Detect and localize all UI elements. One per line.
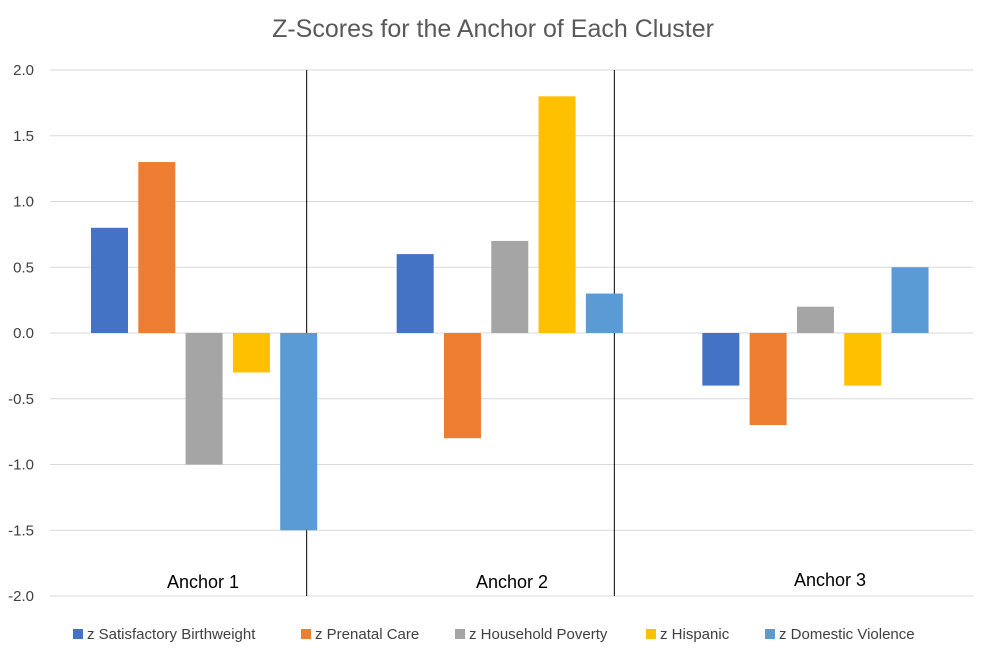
- category-label: Anchor 3: [794, 570, 866, 590]
- y-tick-label: 0.0: [13, 325, 34, 342]
- category-labels: Anchor 1 Anchor 2 Anchor 3: [167, 570, 866, 592]
- bar-z-domestic-violence-anchor-3: [891, 267, 929, 333]
- bar-z-hispanic-anchor-2: [538, 96, 576, 333]
- legend-swatch: [646, 629, 656, 639]
- legend-swatch: [301, 629, 311, 639]
- legend-swatch: [455, 629, 465, 639]
- bar-z-prenatal-care-anchor-1: [138, 162, 176, 333]
- category-label: Anchor 1: [167, 572, 239, 592]
- legend-label: z Household Poverty: [469, 626, 608, 643]
- category-label: Anchor 2: [476, 572, 548, 592]
- legend-swatch: [765, 629, 775, 639]
- y-tick-label: -1.5: [8, 522, 34, 539]
- bar-z-satisfactory-birthweight-anchor-3: [702, 333, 740, 386]
- legend-label: z Hispanic: [660, 626, 730, 643]
- y-tick-label: 1.5: [13, 128, 34, 145]
- bar-z-hispanic-anchor-1: [232, 333, 270, 373]
- bar-z-household-poverty-anchor-1: [185, 333, 223, 465]
- bar-z-household-poverty-anchor-2: [491, 240, 529, 333]
- y-tick-label: 1.0: [13, 194, 34, 211]
- legend: z Satisfactory Birthweight z Prenatal Car…: [73, 626, 915, 643]
- bar-z-satisfactory-birthweight-anchor-1: [91, 227, 128, 333]
- chart-title: Z-Scores for the Anchor of Each Cluster: [272, 15, 714, 43]
- bar-z-domestic-violence-anchor-2: [585, 293, 623, 333]
- legend-swatch: [73, 629, 83, 639]
- legend-label: z Domestic Violence: [779, 626, 915, 643]
- y-tick-label: -2.0: [8, 588, 34, 605]
- y-axis-ticks: 2.0 1.5 1.0 0.5 0.0 -0.5 -1.0 -1.5 -2.0: [8, 62, 34, 605]
- legend-label: z Prenatal Care: [315, 626, 419, 643]
- bar-z-satisfactory-birthweight-anchor-2: [396, 254, 434, 333]
- y-tick-label: -1.0: [8, 457, 34, 474]
- bar-z-household-poverty-anchor-3: [796, 306, 834, 333]
- y-tick-label: -0.5: [8, 391, 34, 408]
- bars: [91, 96, 929, 531]
- y-tick-label: 2.0: [13, 62, 34, 79]
- legend-label: z Satisfactory Birthweight: [87, 626, 256, 643]
- bar-z-domestic-violence-anchor-1: [280, 333, 318, 531]
- bar-z-prenatal-care-anchor-2: [443, 333, 481, 439]
- y-tick-label: 0.5: [13, 259, 34, 276]
- bar-z-prenatal-care-anchor-3: [749, 333, 787, 426]
- bar-z-hispanic-anchor-3: [844, 333, 882, 386]
